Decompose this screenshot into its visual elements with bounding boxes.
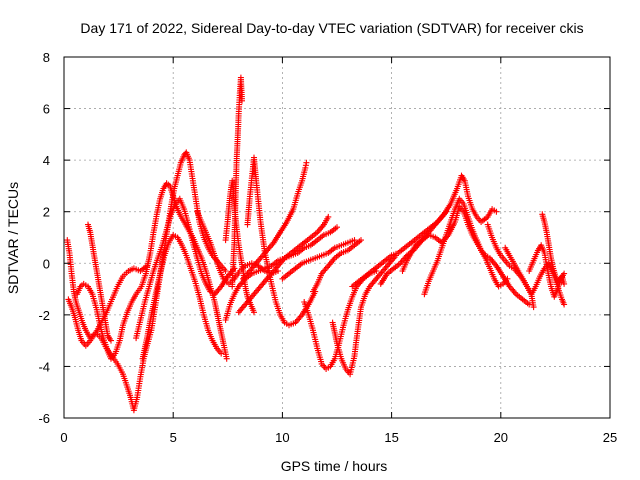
series-21-marks [526, 242, 568, 300]
x-tick-label-0: 0 [60, 430, 67, 445]
series-15 [329, 252, 399, 378]
series-2-marks [74, 180, 230, 362]
series-21 [526, 242, 568, 300]
series-16-marks [349, 172, 500, 290]
series-2 [74, 180, 230, 362]
series-9 [244, 154, 319, 329]
series-23-marks [279, 237, 358, 282]
series-5-marks [139, 231, 225, 362]
series-12 [235, 213, 332, 316]
y-tick-label-0: -6 [38, 411, 50, 426]
y-axis-label: SDTVAR / TECUs [5, 182, 21, 294]
chart-title: Day 171 of 2022, Sidereal Day-to-day VTE… [80, 20, 583, 36]
data-marks [64, 74, 568, 414]
series-5 [139, 231, 225, 362]
y-tick-label-6: 6 [43, 102, 50, 117]
series-18 [421, 195, 511, 298]
series-11-marks [240, 159, 310, 282]
x-axis-label: GPS time / hours [281, 458, 388, 474]
series-8 [222, 177, 257, 316]
x-tick-label-2: 10 [275, 430, 289, 445]
y-tick-label-4: 2 [43, 205, 50, 220]
series-22 [539, 211, 568, 287]
series-10-marks [222, 224, 340, 323]
plot-frame [63, 56, 611, 419]
y-tick-label-2: -2 [38, 308, 50, 323]
series-3-marks [85, 221, 114, 344]
y-tick-label-5: 4 [43, 153, 50, 168]
series-19-marks [484, 221, 537, 311]
series-16 [349, 172, 500, 290]
x-tick-label-5: 25 [603, 430, 617, 445]
series-8-marks [222, 177, 257, 316]
series-4-marks [133, 195, 238, 342]
series-0-marks [64, 237, 150, 342]
series-14-marks [310, 237, 364, 295]
series-22-marks [539, 211, 568, 287]
series-15-marks [329, 252, 399, 378]
series-4 [133, 195, 238, 342]
series-12-marks [235, 213, 332, 316]
axis-ticks: 0 5 10 15 20 25 -6 -4 -2 0 2 4 6 8 [38, 50, 617, 445]
series-14 [310, 237, 364, 295]
series-18-marks [421, 195, 511, 298]
series-0 [64, 237, 150, 342]
series-3 [85, 221, 114, 344]
y-tick-label-3: 0 [43, 256, 50, 271]
series-19 [484, 221, 537, 311]
series-24-marks [377, 208, 450, 287]
x-tick-label-4: 20 [494, 430, 508, 445]
series-23 [279, 237, 358, 282]
series-11 [240, 159, 310, 282]
x-tick-label-3: 15 [384, 430, 398, 445]
y-tick-label-7: 8 [43, 50, 50, 65]
x-tick-label-1: 5 [170, 430, 177, 445]
y-tick-label-1: -4 [38, 359, 50, 374]
series-9-marks [244, 154, 319, 329]
series-10 [222, 224, 340, 323]
series-24 [377, 208, 450, 287]
grid [64, 57, 610, 418]
